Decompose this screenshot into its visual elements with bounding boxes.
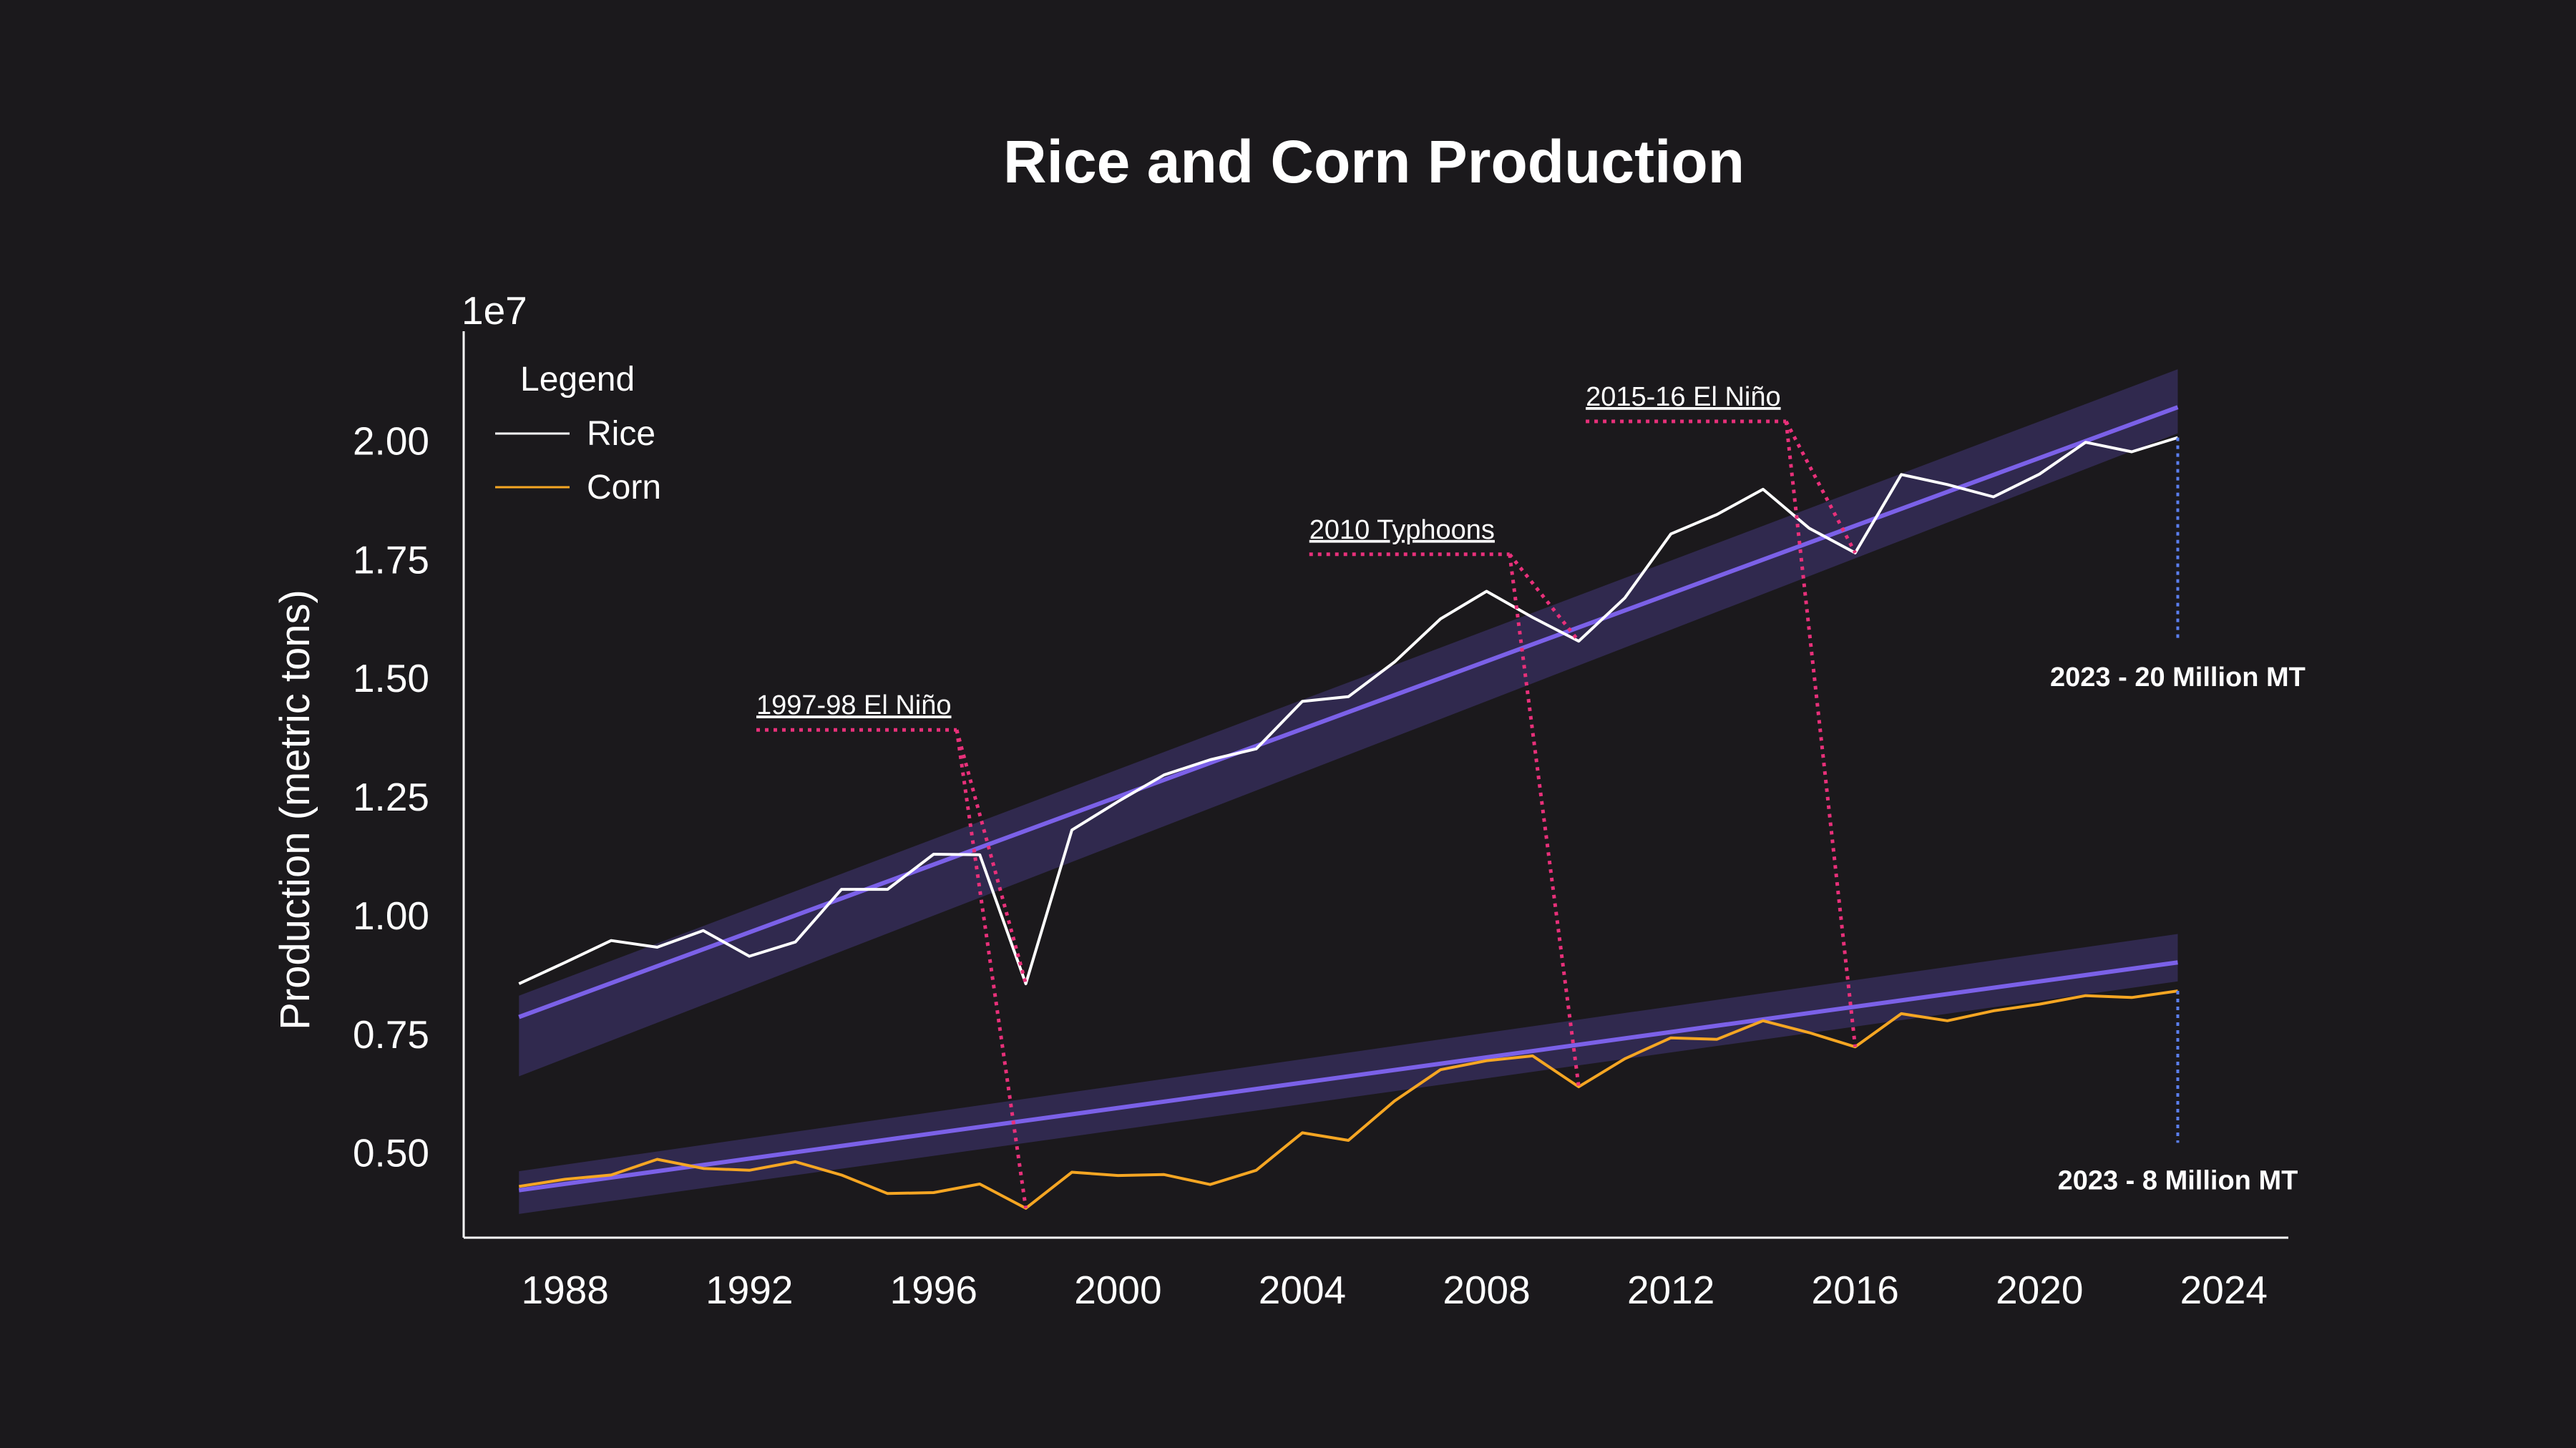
y-tick-label: 1.50: [353, 656, 429, 700]
annotation-label: 2010 Typhoons: [1309, 515, 1495, 545]
end-label-2: 2023 - 8 Million MT: [2058, 991, 2298, 1195]
x-tick-labels: 1988 1992 1996 2000 2004 2008 2012 2016 2020 2024: [521, 1268, 2268, 1312]
y-tick-label: 1.25: [353, 775, 429, 819]
trend-band-corn: [519, 934, 2178, 1214]
y-tick-label: 0.50: [353, 1131, 429, 1175]
y-tick-label: 0.75: [353, 1012, 429, 1057]
annotation-leader: [1784, 421, 1858, 1047]
annotation-3: 2015-16 El Niño: [1586, 382, 1858, 1047]
y-tick-label: 2.00: [353, 419, 429, 464]
x-tick-label: 2016: [1812, 1268, 1899, 1312]
y-tick-label: 1.00: [353, 894, 429, 938]
end-label-text: 2023 - 8 Million MT: [2058, 1165, 2298, 1195]
x-tick-label: 2000: [1074, 1268, 1161, 1312]
chart-title: Rice and Corn Production: [1003, 128, 1745, 195]
y-tick-labels: 0.50 0.75 1.00 1.25 1.50 1.75 2.00: [353, 419, 429, 1175]
series-lines: [518, 436, 2179, 1210]
trend-lines: [518, 405, 2179, 1193]
x-tick-label: 1988: [521, 1268, 608, 1312]
annotation-label: 2015-16 El Niño: [1586, 382, 1781, 412]
x-tick-label: 1992: [706, 1268, 793, 1312]
trend-line-rice: [518, 405, 2179, 1019]
x-tick-label: 2012: [1627, 1268, 1714, 1312]
legend-title: Legend: [520, 361, 635, 398]
legend-label-corn: Corn: [587, 469, 661, 507]
annotation-2: 2010 Typhoons: [1309, 515, 1581, 1087]
end-labels: 2023 - 20 Million MT 2023 - 8 Million MT: [2050, 437, 2306, 1195]
y-tick-label: 1.75: [353, 537, 429, 582]
annotation-label: 1997-98 El Niño: [756, 690, 952, 720]
y-axis-label: Production (metric tons): [272, 590, 318, 1030]
x-tick-label: 1996: [890, 1268, 977, 1312]
x-tick-label: 2024: [2180, 1268, 2268, 1312]
annotation-leader: [1784, 420, 1857, 554]
trend-line-corn: [518, 960, 2178, 1193]
legend: Legend Rice Corn: [495, 361, 661, 507]
trend-bands: [519, 369, 2178, 1214]
end-label-1: 2023 - 20 Million MT: [2050, 437, 2306, 693]
y-offset-label: 1e7: [462, 288, 527, 333]
x-tick-label: 2004: [1259, 1268, 1346, 1312]
legend-label-rice: Rice: [587, 415, 655, 453]
annotations: 1997-98 El Niño 2010 Typhoons 2015-16 El N…: [756, 382, 1858, 1209]
series-line-rice: [518, 436, 2179, 986]
x-tick-label: 2008: [1443, 1268, 1530, 1312]
annotation-leader: [1508, 554, 1581, 1087]
trend-band-rice: [519, 369, 2178, 1077]
end-label-text: 2023 - 20 Million MT: [2050, 662, 2306, 693]
annotation-leader: [955, 729, 1028, 1209]
x-tick-label: 2020: [1996, 1268, 2083, 1312]
annotation-leader: [1508, 553, 1581, 642]
annotation-1: 1997-98 El Niño: [756, 690, 1028, 1209]
series-line-corn: [518, 989, 2178, 1210]
annotation-leader: [955, 729, 1028, 984]
